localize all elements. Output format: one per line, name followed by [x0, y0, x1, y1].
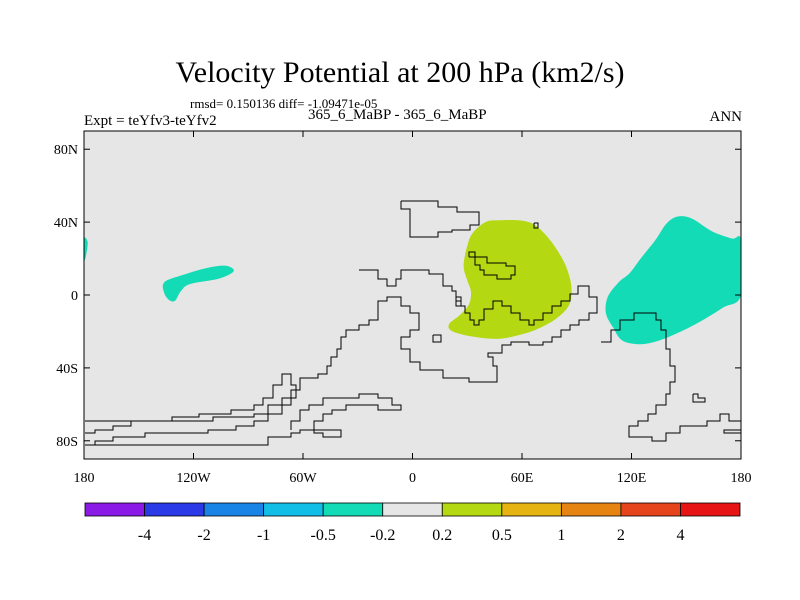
y-tick-label: 0: [71, 289, 78, 304]
coastlines: [85, 200, 741, 446]
case-label: 365_6_MaBP - 365_6_MaBP: [308, 107, 487, 123]
coastline: [723, 429, 741, 434]
colorbar-swatch: [203, 502, 265, 517]
colorbar-swatch: [680, 502, 741, 517]
colorbar-label: 0.2: [432, 527, 452, 544]
x-tick-label: 60W: [289, 471, 317, 486]
season-label: ANN: [709, 109, 743, 125]
coastline: [85, 393, 402, 446]
x-tick-label: 180: [74, 471, 95, 486]
colorbar-swatch: [84, 502, 145, 517]
colorbar-swatch: [441, 502, 503, 517]
colorbar-label: -1: [257, 527, 270, 544]
colorbar-label: 0.5: [492, 527, 512, 544]
colorbar-swatch: [144, 502, 205, 517]
negative-anomaly-west-pacific: [605, 216, 741, 345]
negative-anomaly-east-pacific: [162, 265, 234, 302]
coastline: [455, 296, 462, 307]
colorbar-label: 4: [676, 527, 684, 544]
colorbar-swatch: [263, 502, 324, 517]
y-tick-label: 80N: [54, 143, 78, 158]
coastline: [432, 334, 442, 343]
coastline: [692, 393, 706, 403]
colorbar-label: -2: [197, 527, 210, 544]
colorbar-swatch: [382, 502, 443, 517]
coastline: [601, 312, 741, 442]
colorbar-swatch: [620, 502, 681, 517]
colorbar-swatch: [322, 502, 384, 517]
colorbar-label: 1: [557, 527, 565, 544]
x-tick-label: 0: [409, 471, 416, 486]
negative-anomaly-dateline-edge: [84, 237, 88, 261]
x-tick-label: 120W: [176, 471, 211, 486]
coastline: [468, 251, 516, 280]
colorbar-label: -0.5: [311, 527, 336, 544]
chart-title: Velocity Potential at 200 hPa (km2/s): [175, 56, 625, 89]
x-tick-label: 120E: [617, 471, 647, 486]
coastline: [85, 373, 297, 446]
colorbar-label: -4: [138, 527, 151, 544]
y-tick-label: 80S: [56, 435, 78, 450]
stats-line: rmsd= 0.150136 diff= -1.09471e-05: [190, 96, 378, 111]
colorbar-label: 2: [617, 527, 625, 544]
coastline: [533, 222, 539, 229]
experiment-label: Expt = teYfv3-teYfv2: [84, 113, 217, 129]
colorbar-label: -0.2: [370, 527, 395, 544]
colorbar-swatch: [560, 502, 622, 517]
y-tick-label: 40N: [54, 216, 78, 231]
colorbar-swatch: [501, 502, 562, 517]
coastline: [85, 269, 598, 422]
y-tick-label: 40S: [56, 362, 78, 377]
colorbar: -4 -2 -1 -0.5 -0.2 0.2 0.5 1 2 4: [84, 502, 741, 544]
axis-ticks: 180 120W 60W 0 60E 120E 180 80N 40N 0 40S 80S: [54, 131, 752, 486]
coastline: [400, 200, 480, 238]
x-tick-label: 180: [731, 471, 752, 486]
x-tick-label: 60E: [511, 471, 534, 486]
